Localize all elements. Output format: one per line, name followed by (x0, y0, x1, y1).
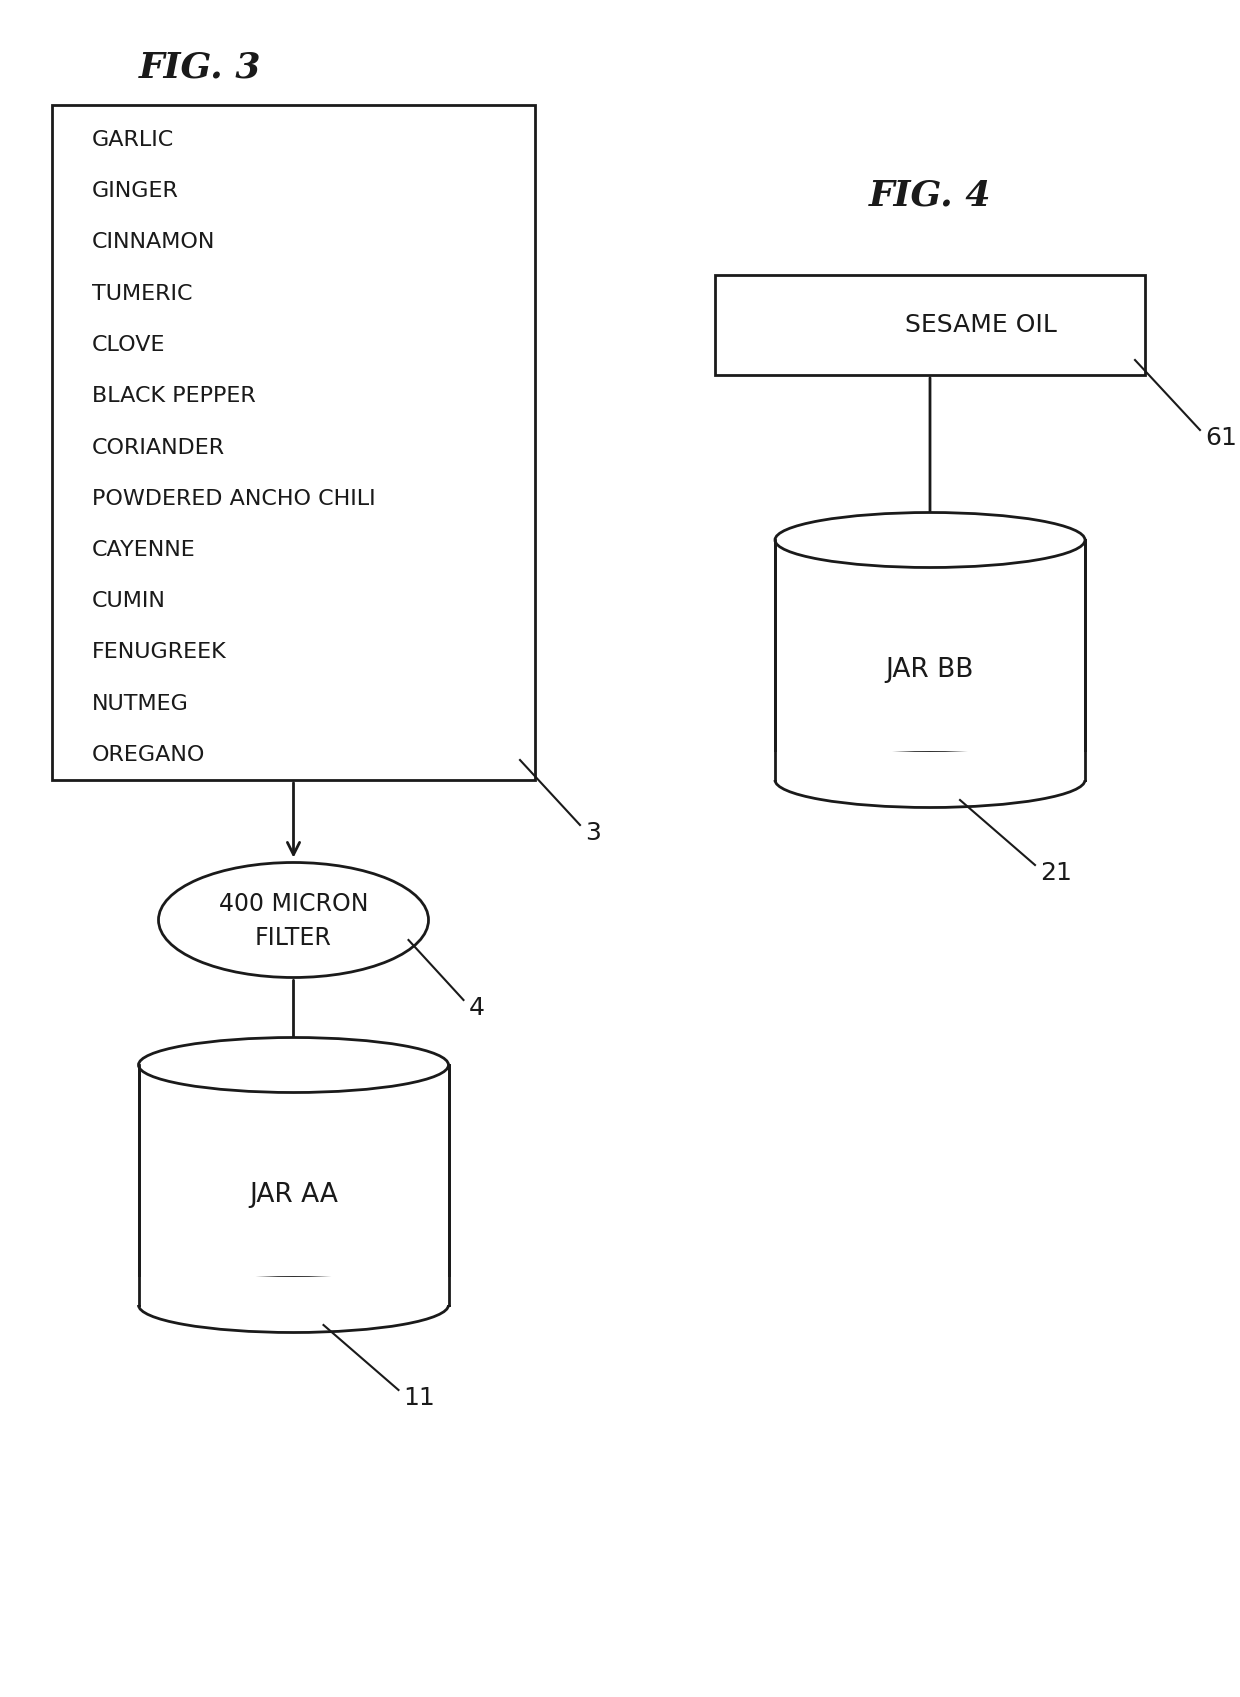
Text: 61: 61 (1205, 426, 1236, 450)
Text: CUMIN: CUMIN (92, 591, 166, 611)
Text: CLOVE: CLOVE (92, 334, 165, 355)
Text: JAR BB: JAR BB (885, 657, 975, 682)
Text: GARLIC: GARLIC (92, 131, 175, 149)
Text: CORIANDER: CORIANDER (92, 438, 226, 458)
Bar (715, 275, 1145, 375)
Text: 21: 21 (1040, 860, 1071, 886)
Text: NUTMEG: NUTMEG (92, 694, 188, 714)
Text: 11: 11 (403, 1386, 435, 1410)
Text: FIG. 3: FIG. 3 (139, 51, 262, 85)
Text: SESAME OIL: SESAME OIL (905, 312, 1056, 338)
Text: FIG. 4: FIG. 4 (869, 178, 991, 212)
Bar (773, 752, 1087, 781)
Ellipse shape (775, 512, 1085, 567)
Ellipse shape (139, 1037, 449, 1093)
Text: FENUGREEK: FENUGREEK (92, 643, 227, 662)
Text: FILTER: FILTER (255, 927, 332, 950)
Bar (136, 1276, 450, 1305)
Text: 4: 4 (469, 996, 485, 1020)
Text: OREGANO: OREGANO (92, 745, 206, 765)
Text: 400 MICRON: 400 MICRON (218, 893, 368, 916)
Text: TUMERIC: TUMERIC (92, 283, 192, 304)
Text: POWDERED ANCHO CHILI: POWDERED ANCHO CHILI (92, 489, 376, 509)
Bar (52, 105, 534, 781)
Text: CINNAMON: CINNAMON (92, 232, 216, 253)
Text: CAYENNE: CAYENNE (92, 540, 196, 560)
Ellipse shape (159, 862, 429, 977)
Ellipse shape (775, 752, 1085, 808)
Text: JAR AA: JAR AA (249, 1183, 339, 1208)
Ellipse shape (139, 1278, 449, 1332)
Text: BLACK PEPPER: BLACK PEPPER (92, 387, 255, 406)
Text: 3: 3 (585, 821, 601, 845)
Text: GINGER: GINGER (92, 182, 179, 202)
